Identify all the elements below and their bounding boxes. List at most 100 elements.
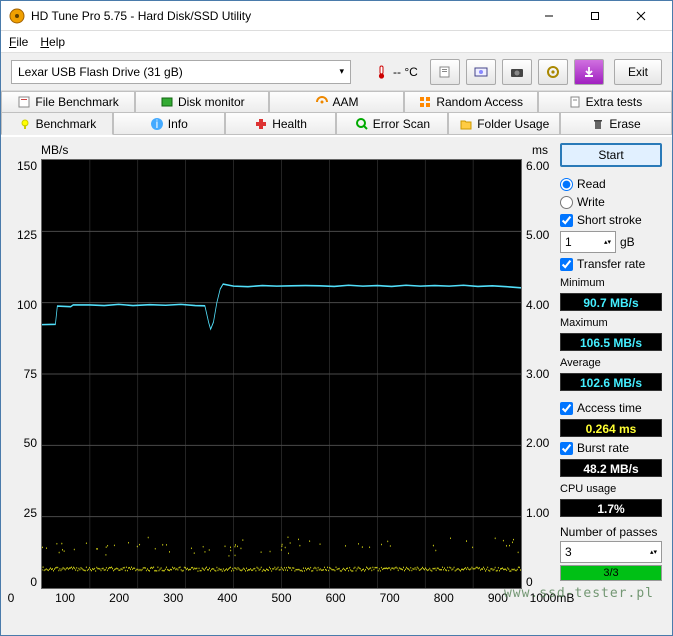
progress-text: 3/3 [561, 567, 661, 579]
menu-help[interactable]: Help [40, 35, 65, 49]
title-bar: HD Tune Pro 5.75 - Hard Disk/SSD Utility [1, 1, 672, 31]
y-right-tick: 3.00 [526, 367, 549, 381]
y-left-unit: MB/s [41, 143, 68, 157]
tab-icon [355, 117, 369, 131]
tab-file-benchmark[interactable]: File Benchmark [1, 91, 135, 113]
start-button[interactable]: Start [560, 143, 662, 167]
toolbar: Lexar USB Flash Drive (31 gB) ▾ -- °C Ex… [1, 53, 672, 91]
chart-header: MB/s ms [11, 143, 552, 159]
tab-icon [315, 95, 329, 109]
tab-label: Info [168, 117, 188, 131]
short-stroke-row: 1▴▾ gB [560, 231, 662, 253]
tab-benchmark[interactable]: Benchmark [1, 113, 113, 135]
passes-section: Number of passes 3▴▾ 3/3 [560, 525, 662, 581]
tab-label: Error Scan [373, 117, 430, 131]
cpu-usage-label: CPU usage [560, 483, 662, 495]
y-left-tick: 50 [24, 436, 37, 450]
y-left-tick: 0 [30, 575, 37, 589]
x-tick: 0 [8, 591, 15, 605]
tab-label: Health [272, 117, 307, 131]
y-left-tick: 150 [17, 159, 37, 173]
tab-icon [591, 117, 605, 131]
exit-label: Exit [628, 65, 648, 79]
short-stroke-value: 1 [565, 235, 572, 249]
drive-select[interactable]: Lexar USB Flash Drive (31 gB) ▾ [11, 60, 351, 84]
sidebar-controls: Start Read Write Short stroke 1▴▾ gB Tra… [560, 143, 662, 629]
transfer-rate-checkbox[interactable]: Transfer rate [560, 257, 662, 271]
tab-icon [568, 95, 582, 109]
y-right-tick: 2.00 [526, 436, 549, 450]
tab-label: AAM [333, 95, 359, 109]
copy-info-button[interactable] [430, 59, 460, 85]
tab-extra-tests[interactable]: Extra tests [538, 91, 672, 113]
tab-label: Erase [609, 117, 640, 131]
tab-health[interactable]: Health [225, 113, 337, 135]
x-tick: 100 [55, 591, 75, 605]
tab-disk-monitor[interactable]: Disk monitor [135, 91, 269, 113]
y-left-tick: 100 [17, 298, 37, 312]
x-tick: 300 [163, 591, 183, 605]
tab-label: Benchmark [36, 117, 97, 131]
camera-button[interactable] [502, 59, 532, 85]
x-tick: 500 [271, 591, 291, 605]
access-time-value: 0.264 ms [560, 419, 662, 437]
average-label: Average [560, 357, 662, 369]
x-tick: 800 [434, 591, 454, 605]
y-right-tick: 6.00 [526, 159, 549, 173]
y-left-tick: 25 [24, 506, 37, 520]
tab-info[interactable]: iInfo [113, 113, 225, 135]
short-stroke-input[interactable]: 1▴▾ [560, 231, 616, 253]
screenshot-button[interactable] [466, 59, 496, 85]
close-button[interactable] [618, 1, 664, 31]
tab-label: Disk monitor [178, 95, 245, 109]
short-stroke-checkbox[interactable]: Short stroke [560, 213, 662, 227]
write-radio[interactable]: Write [560, 195, 662, 209]
access-time-checkbox[interactable]: Access time [560, 401, 662, 415]
minimum-label: Minimum [560, 277, 662, 289]
tab-error-scan[interactable]: Error Scan [336, 113, 448, 135]
tab-random-access[interactable]: Random Access [404, 91, 538, 113]
minimize-button[interactable] [526, 1, 572, 31]
menu-file[interactable]: File [9, 35, 28, 49]
tab-icon [459, 117, 473, 131]
window-title: HD Tune Pro 5.75 - Hard Disk/SSD Utility [31, 9, 526, 23]
gear-icon [546, 65, 560, 79]
read-radio[interactable]: Read [560, 177, 662, 191]
cpu-usage-value: 1.7% [560, 499, 662, 517]
download-icon [582, 65, 596, 79]
temperature-value: -- °C [393, 65, 418, 79]
settings-button[interactable] [538, 59, 568, 85]
y-axis-left: 1501251007550250 [11, 159, 41, 589]
chart-wrap: 1501251007550250 6.005.004.003.002.001.0… [11, 159, 552, 589]
exit-button[interactable]: Exit [614, 59, 662, 85]
start-label: Start [598, 148, 623, 162]
passes-value: 3 [565, 545, 572, 559]
main-panel: MB/s ms 1501251007550250 6.005.004.003.0… [1, 137, 672, 635]
watermark: www.ssd-tester.pl [504, 586, 654, 601]
y-right-tick: 4.00 [526, 298, 549, 312]
burst-rate-value: 48.2 MB/s [560, 459, 662, 477]
maximize-button[interactable] [572, 1, 618, 31]
write-label: Write [577, 195, 605, 209]
temperature-display: -- °C [375, 65, 418, 79]
passes-input[interactable]: 3 ▴▾ [560, 541, 662, 563]
x-tick: 200 [109, 591, 129, 605]
burst-rate-checkbox[interactable]: Burst rate [560, 441, 662, 455]
tab-folder-usage[interactable]: Folder Usage [448, 113, 560, 135]
tab-erase[interactable]: Erase [560, 113, 672, 135]
transfer-rate-label: Transfer rate [577, 257, 645, 271]
save-button[interactable] [574, 59, 604, 85]
burst-rate-label: Burst rate [577, 441, 629, 455]
tab-aam[interactable]: AAM [269, 91, 403, 113]
tab-icon [160, 95, 174, 109]
tab-row-2: Benchmark iInfo Health Error Scan Folder Usa… [1, 113, 672, 135]
spinner-arrows-icon: ▴▾ [650, 549, 657, 556]
maximum-value: 106.5 MB/s [560, 333, 662, 351]
average-value: 102.6 MB/s [560, 373, 662, 391]
maximum-label: Maximum [560, 317, 662, 329]
read-label: Read [577, 177, 606, 191]
chevron-down-icon: ▾ [339, 66, 344, 77]
y-axis-right: 6.005.004.003.002.001.000 [522, 159, 552, 589]
access-time-label: Access time [577, 401, 642, 415]
short-stroke-unit: gB [620, 235, 635, 249]
